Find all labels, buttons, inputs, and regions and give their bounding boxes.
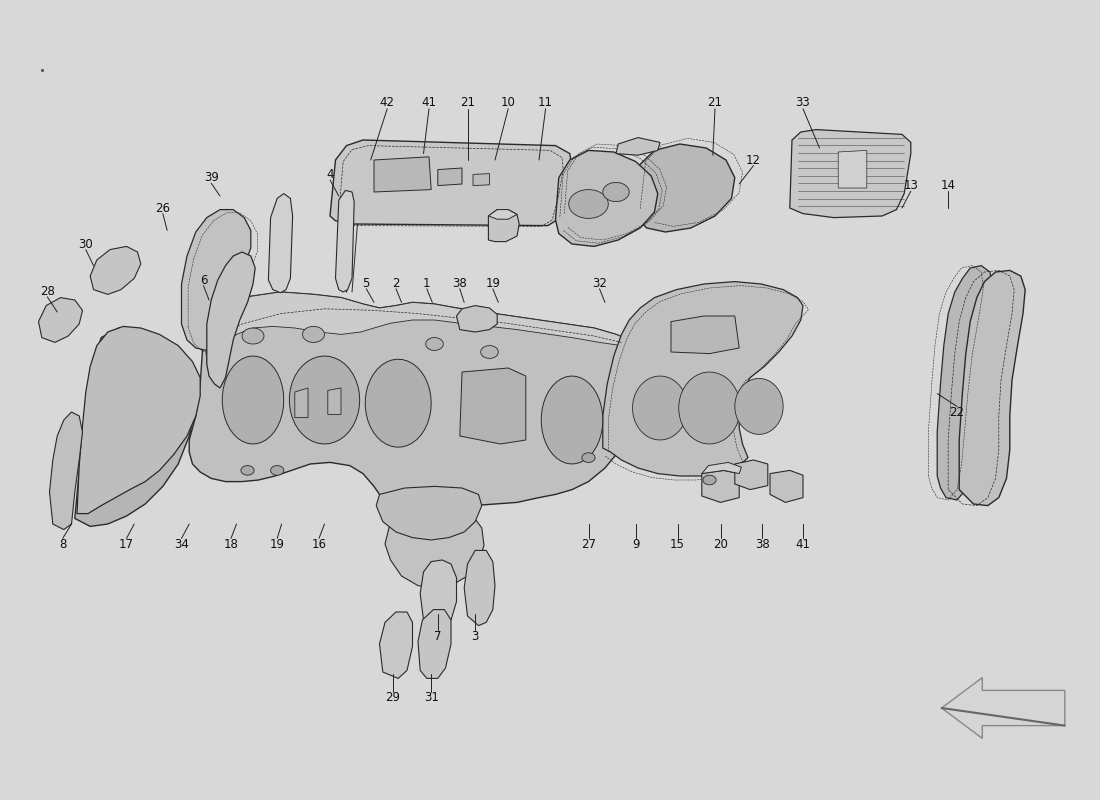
Text: 1: 1: [424, 277, 430, 290]
Polygon shape: [770, 470, 803, 502]
Polygon shape: [735, 460, 768, 490]
Polygon shape: [488, 210, 519, 242]
Polygon shape: [473, 174, 490, 186]
Polygon shape: [569, 190, 608, 218]
Polygon shape: [379, 612, 412, 678]
Polygon shape: [376, 486, 482, 540]
Polygon shape: [182, 210, 251, 350]
Text: 33: 33: [795, 96, 811, 109]
Polygon shape: [790, 130, 911, 218]
Polygon shape: [703, 475, 716, 485]
Text: 34: 34: [174, 538, 189, 550]
Text: 7: 7: [434, 630, 441, 642]
Text: 17: 17: [119, 538, 134, 550]
Text: 32: 32: [592, 277, 607, 290]
Text: 26: 26: [155, 202, 170, 214]
Text: 22: 22: [949, 406, 965, 418]
Polygon shape: [241, 466, 254, 475]
Polygon shape: [39, 298, 82, 342]
Text: 6: 6: [200, 274, 207, 286]
Text: 13: 13: [903, 179, 918, 192]
Polygon shape: [603, 282, 803, 476]
Polygon shape: [481, 346, 498, 358]
Polygon shape: [365, 359, 431, 447]
Text: 29: 29: [385, 691, 400, 704]
Text: 16: 16: [311, 538, 327, 550]
Text: 20: 20: [713, 538, 728, 550]
Text: 39: 39: [204, 171, 219, 184]
Text: 10: 10: [500, 96, 516, 109]
Polygon shape: [242, 328, 264, 344]
Text: 41: 41: [795, 538, 811, 550]
Text: 42: 42: [379, 96, 395, 109]
Text: 21: 21: [460, 96, 475, 109]
Text: 12: 12: [746, 154, 761, 166]
Polygon shape: [616, 138, 660, 155]
Polygon shape: [460, 368, 526, 444]
Polygon shape: [937, 266, 992, 500]
Polygon shape: [438, 168, 462, 186]
Polygon shape: [942, 678, 1065, 738]
Text: 38: 38: [452, 277, 468, 290]
Polygon shape: [671, 316, 739, 354]
Polygon shape: [456, 306, 497, 332]
Polygon shape: [336, 190, 354, 292]
Text: 4: 4: [327, 168, 333, 181]
Polygon shape: [50, 412, 82, 530]
Polygon shape: [271, 466, 284, 475]
Polygon shape: [328, 388, 341, 414]
Text: 28: 28: [40, 285, 55, 298]
Polygon shape: [702, 462, 741, 474]
Text: 31: 31: [424, 691, 439, 704]
Polygon shape: [295, 388, 308, 418]
Text: 3: 3: [472, 630, 478, 642]
Text: 19: 19: [270, 538, 285, 550]
Text: 27: 27: [581, 538, 596, 550]
Polygon shape: [556, 150, 658, 246]
Text: 18: 18: [223, 538, 239, 550]
Polygon shape: [374, 157, 431, 192]
Polygon shape: [330, 140, 572, 226]
Polygon shape: [603, 182, 629, 202]
Text: 9: 9: [632, 538, 639, 550]
Polygon shape: [289, 356, 360, 444]
Polygon shape: [207, 252, 255, 388]
Polygon shape: [838, 150, 867, 188]
Polygon shape: [204, 292, 629, 362]
Polygon shape: [77, 326, 200, 514]
Text: 14: 14: [940, 179, 956, 192]
Polygon shape: [75, 328, 196, 526]
Text: 15: 15: [670, 538, 685, 550]
Text: 11: 11: [538, 96, 553, 109]
Polygon shape: [632, 144, 735, 232]
Polygon shape: [385, 510, 484, 588]
Text: 41: 41: [421, 96, 437, 109]
Polygon shape: [702, 470, 739, 502]
Polygon shape: [189, 292, 636, 506]
Polygon shape: [488, 210, 517, 219]
Polygon shape: [420, 560, 456, 628]
Polygon shape: [632, 376, 688, 440]
Polygon shape: [426, 338, 443, 350]
Polygon shape: [464, 550, 495, 626]
Polygon shape: [735, 378, 783, 434]
Polygon shape: [541, 376, 603, 464]
Polygon shape: [268, 194, 293, 293]
Polygon shape: [679, 372, 740, 444]
Text: 2: 2: [393, 277, 399, 290]
Polygon shape: [959, 270, 1025, 506]
Text: 38: 38: [755, 538, 770, 550]
Polygon shape: [90, 246, 141, 294]
Text: 8: 8: [59, 538, 66, 550]
Text: 5: 5: [363, 277, 370, 290]
Polygon shape: [222, 356, 284, 444]
Polygon shape: [418, 610, 451, 678]
Text: 30: 30: [78, 238, 94, 250]
Text: 21: 21: [707, 96, 723, 109]
Text: 19: 19: [485, 277, 501, 290]
Polygon shape: [582, 453, 595, 462]
Polygon shape: [302, 326, 324, 342]
